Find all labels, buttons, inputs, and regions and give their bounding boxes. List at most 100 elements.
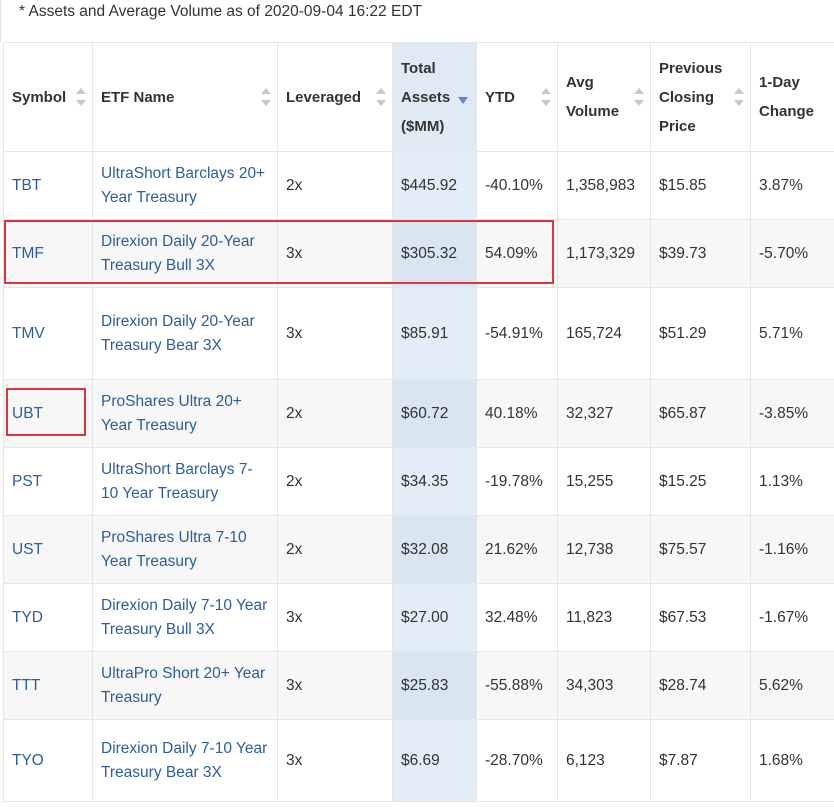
avg-volume-value: 12,738	[566, 540, 614, 558]
leveraged-value: 3x	[286, 676, 303, 694]
ytd-value: -28.70%	[485, 751, 543, 769]
table-row: TYO Direxion Daily 7-10 Year Treasury Bea…	[3, 719, 834, 802]
total-assets-cell: $6.69	[392, 719, 477, 802]
one-day-change-value: 1.68%	[759, 751, 803, 769]
etf-name-link[interactable]: Direxion Daily 20-Year Treasury Bull 3X	[101, 232, 255, 274]
ytd-cell: 32.48%	[476, 583, 558, 652]
ytd-value: 32.48%	[485, 608, 538, 626]
avg-volume-value: 1,173,329	[566, 244, 635, 262]
symbol-link[interactable]: TMF	[12, 244, 44, 262]
leveraged-value: 3x	[286, 751, 303, 769]
symbol-link[interactable]: TBT	[12, 176, 42, 194]
etf-name-link[interactable]: ProShares Ultra 7-10 Year Treasury	[101, 528, 247, 570]
symbol-cell: TYO	[3, 719, 93, 802]
etf-name-link[interactable]: UltraShort Barclays 20+ Year Treasury	[101, 164, 266, 206]
etf-name-link[interactable]: Direxion Daily 7-10 Year Treasury Bear 3…	[101, 739, 268, 781]
symbol-link[interactable]: TYO	[12, 751, 44, 769]
one-day-change-cell: -3.85%	[750, 379, 834, 448]
symbol-cell: TBT	[3, 151, 93, 220]
one-day-change-cell: 5.62%	[750, 651, 834, 720]
total-assets-header[interactable]: Total Assets ($MM)	[392, 42, 477, 152]
symbol-header[interactable]: Symbol	[3, 42, 93, 152]
ytd-value: -19.78%	[485, 472, 543, 490]
prev-close-value: $75.57	[659, 540, 707, 558]
avg-volume-header[interactable]: Avg Volume	[557, 42, 651, 152]
etf-name-cell: ProShares Ultra 7-10 Year Treasury	[92, 515, 278, 584]
one-day-change-value: 5.71%	[759, 324, 803, 342]
etf-name-link[interactable]: ProShares Ultra 20+ Year Treasury	[101, 392, 242, 434]
etf-name-cell: Direxion Daily 7-10 Year Treasury Bear 3…	[92, 719, 278, 802]
total-assets-cell: $32.08	[392, 515, 477, 584]
total-assets-cell: $85.91	[392, 287, 477, 380]
prev-close-value: $51.29	[659, 324, 707, 342]
one-day-change-header[interactable]: 1-Day Change	[750, 42, 834, 152]
total-assets-cell: $305.32	[392, 219, 477, 288]
leveraged-cell: 2x	[277, 515, 393, 584]
symbol-cell: PST	[3, 447, 93, 516]
sort-icon[interactable]	[734, 88, 744, 106]
symbol-link[interactable]: TYD	[12, 608, 43, 626]
one-day-change-cell: 1.68%	[750, 719, 834, 802]
avg-volume-cell: 12,738	[557, 515, 651, 584]
sort-desc-icon[interactable]	[458, 97, 468, 104]
ytd-value: 54.09%	[485, 244, 538, 262]
symbol-link[interactable]: TMV	[12, 324, 45, 342]
etf-name-cell: Direxion Daily 7-10 Year Treasury Bull 3…	[92, 583, 278, 652]
table-row: TMF Direxion Daily 20-Year Treasury Bull …	[3, 219, 834, 288]
prev-close-header[interactable]: Previous Closing Price	[650, 42, 751, 152]
etf-name-link[interactable]: Direxion Daily 20-Year Treasury Bear 3X	[101, 312, 255, 354]
ytd-cell: -40.10%	[476, 151, 558, 220]
leveraged-value: 2x	[286, 176, 303, 194]
symbol-link[interactable]: UST	[12, 540, 43, 558]
symbol-link[interactable]: UBT	[12, 404, 43, 422]
etf-name-header[interactable]: ETF Name	[92, 42, 278, 152]
total-assets-value: $445.92	[401, 176, 458, 194]
total-assets-value: $34.35	[401, 472, 449, 490]
sort-icon[interactable]	[376, 88, 386, 106]
avg-volume-value: 165,724	[566, 324, 623, 342]
total-assets-cell: $34.35	[392, 447, 477, 516]
prev-close-value: $28.74	[659, 676, 707, 694]
symbol-link[interactable]: TTT	[12, 676, 41, 694]
table-row: UST ProShares Ultra 7-10 Year Treasury 2x $…	[3, 515, 834, 584]
table-row: TYD Direxion Daily 7-10 Year Treasury Bul…	[3, 583, 834, 652]
avg-volume-value: 34,303	[566, 676, 614, 694]
ytd-header[interactable]: YTD	[476, 42, 558, 152]
etf-name-link[interactable]: UltraShort Barclays 7-10 Year Treasury	[101, 460, 253, 502]
symbol-link[interactable]: PST	[12, 472, 43, 490]
table-row: TBT UltraShort Barclays 20+ Year Treasury…	[3, 151, 834, 220]
sort-icon[interactable]	[76, 88, 86, 106]
one-day-change-value: -1.16%	[759, 540, 809, 558]
etf-name-link[interactable]: Direxion Daily 7-10 Year Treasury Bull 3…	[101, 596, 268, 638]
leveraged-header[interactable]: Leveraged	[277, 42, 393, 152]
leveraged-value: 2x	[286, 404, 303, 422]
leveraged-cell: 2x	[277, 379, 393, 448]
prev-close-cell: $51.29	[650, 287, 751, 380]
avg-volume-cell: 1,173,329	[557, 219, 651, 288]
prev-close-cell: $15.25	[650, 447, 751, 516]
leveraged-value: 2x	[286, 472, 303, 490]
leveraged-value: 2x	[286, 540, 303, 558]
avg-volume-cell: 34,303	[557, 651, 651, 720]
avg-volume-value: 11,823	[566, 608, 613, 626]
one-day-change-cell: 1.13%	[750, 447, 834, 516]
one-day-change-value: -5.70%	[759, 244, 809, 262]
sort-icon[interactable]	[261, 88, 271, 106]
prev-close-cell: $67.53	[650, 583, 751, 652]
prev-close-cell: $39.73	[650, 219, 751, 288]
etf-table: Symbol ETF Name Leveraged Total Assets (…	[3, 42, 834, 802]
prev-close-cell: $28.74	[650, 651, 751, 720]
prev-close-cell: $75.57	[650, 515, 751, 584]
avg-volume-cell: 6,123	[557, 719, 651, 802]
total-assets-value: $25.83	[401, 676, 449, 694]
prev-close-value: $67.53	[659, 608, 707, 626]
sort-icon[interactable]	[634, 88, 644, 106]
ytd-cell: -54.91%	[476, 287, 558, 380]
one-day-change-value: -3.85%	[759, 404, 809, 422]
ytd-value: -55.88%	[485, 676, 543, 694]
sort-icon[interactable]	[541, 88, 551, 106]
total-assets-value: $32.08	[401, 540, 449, 558]
one-day-change-cell: -1.67%	[750, 583, 834, 652]
etf-name-link[interactable]: UltraPro Short 20+ Year Treasury	[101, 664, 266, 706]
